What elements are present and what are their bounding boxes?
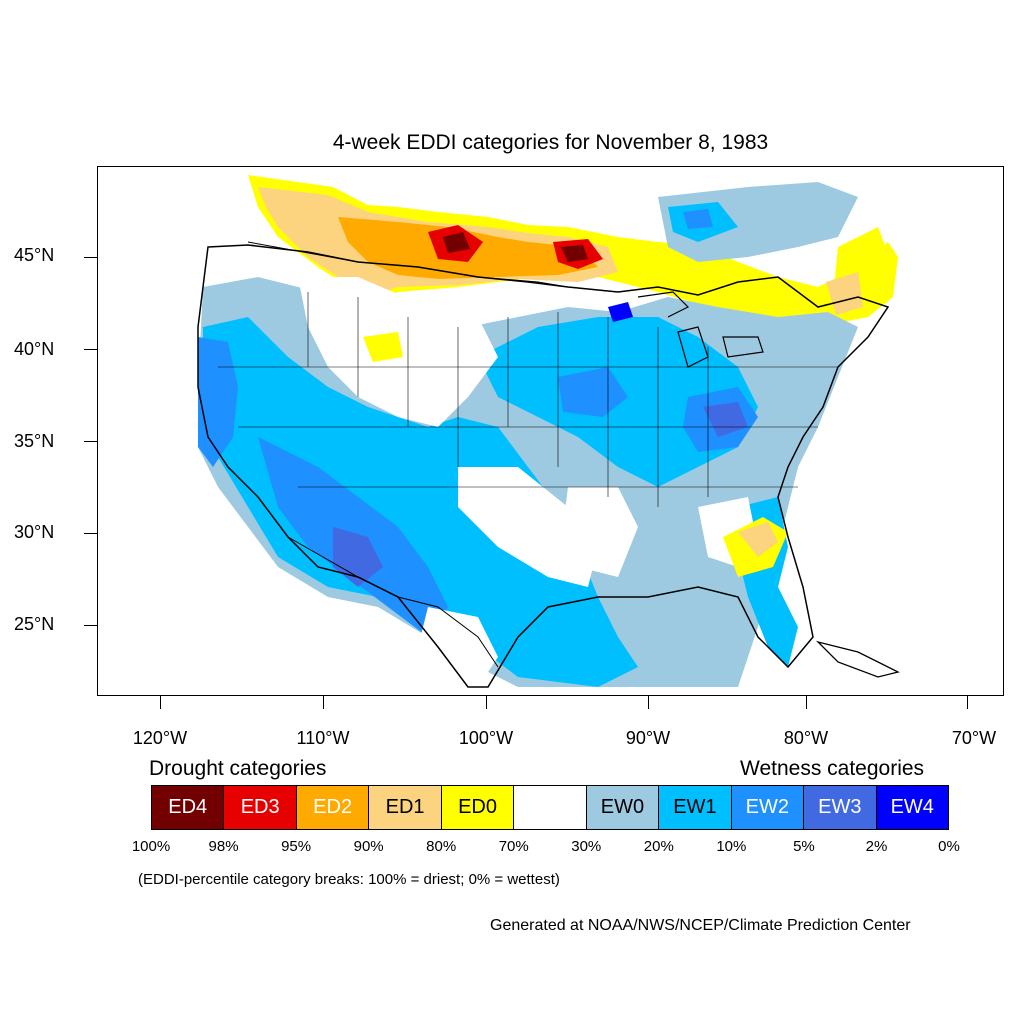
map-canvas <box>197 175 900 688</box>
percentile-break: 90% <box>353 838 384 855</box>
montana-ed0-region <box>363 332 403 362</box>
lon-tick-90 <box>648 696 649 709</box>
lon-tick-80 <box>806 696 807 709</box>
mexico-border <box>287 536 499 668</box>
lon-label-80: 80°W <box>783 728 829 748</box>
percentile-break: 20% <box>643 838 674 855</box>
canada-ed4-region-east <box>561 245 588 262</box>
percentile-break: 70% <box>498 838 529 855</box>
percentile-break: 2% <box>865 838 888 855</box>
lon-label-90: 90°W <box>625 728 671 748</box>
legend-cell-normal <box>514 786 587 829</box>
percentile-break: 80% <box>426 838 457 855</box>
percentile-break: 100% <box>131 838 171 855</box>
legend-cell-ew1: EW1 <box>659 786 732 829</box>
lon-tick-100 <box>486 696 487 709</box>
credit-line: Generated at NOAA/NWS/NCEP/Climate Predi… <box>490 917 911 934</box>
lon-tick-120 <box>160 696 161 709</box>
percentile-break: 0% <box>938 838 960 855</box>
lat-tick-25 <box>84 625 97 626</box>
quebec-ew0-region <box>658 182 858 262</box>
lat-tick-45 <box>84 257 97 258</box>
michigan-ew4-region <box>608 302 633 322</box>
lon-tick-110 <box>323 696 324 709</box>
lon-label-120: 120°W <box>132 728 188 748</box>
arizona-ew3-region <box>333 527 383 587</box>
lat-tick-40 <box>84 349 97 350</box>
legend-cell-ew3: EW3 <box>804 786 877 829</box>
carolina-ed1-region <box>738 522 778 557</box>
us-ew1-region <box>203 317 638 687</box>
ontario-ew2-region <box>683 209 713 229</box>
lat-label-45: 45°N <box>14 245 55 265</box>
lon-label-70: 70°W <box>951 728 997 748</box>
legend-cell-ed1: ED1 <box>369 786 442 829</box>
lon-tick-70 <box>967 696 968 709</box>
percentile-break: 10% <box>716 838 747 855</box>
category-note: (EDDI-percentile category breaks: 100% =… <box>138 871 560 888</box>
arkansas-normal-region <box>563 487 638 577</box>
percentile-break: 30% <box>571 838 602 855</box>
lat-label-30: 30°N <box>14 522 55 542</box>
northeast-ed1-region <box>826 272 863 315</box>
state-borders <box>218 292 838 507</box>
ohio-ew3-region <box>703 402 748 437</box>
legend-cell-ed2: ED2 <box>296 786 370 829</box>
lat-tick-35 <box>84 441 97 442</box>
lat-label-25: 25°N <box>14 614 55 634</box>
lat-label-35: 35°N <box>14 431 55 451</box>
wetness-heading: Wetness categories <box>740 757 925 780</box>
lon-label-110: 110°W <box>296 728 350 748</box>
legend-cell-ed4: ED4 <box>152 786 225 829</box>
lat-tick-30 <box>84 533 97 534</box>
percentile-break: 5% <box>793 838 815 855</box>
percentile-break: 98% <box>208 838 239 855</box>
texas-normal-region <box>418 607 498 687</box>
legend-cell-ed3: ED3 <box>224 786 297 829</box>
canada-ed4-region <box>443 232 470 253</box>
plains-normal-region <box>458 467 598 587</box>
canada-border <box>247 241 659 293</box>
legend-cell-ed0: ED0 <box>441 786 515 829</box>
map-title: 4-week EDDI categories for November 8, 1… <box>332 131 769 154</box>
eddi-map <box>97 166 1004 696</box>
legend-cell-ew4: EW4 <box>876 786 948 829</box>
legend-cell-ew2: EW2 <box>731 786 805 829</box>
lon-label-100: 100°W <box>458 728 514 748</box>
iowa-ew2-region <box>558 367 628 417</box>
drought-heading: Drought categories <box>149 757 327 780</box>
lat-label-40: 40°N <box>14 339 55 359</box>
percentile-break: 95% <box>281 838 312 855</box>
cuba-outline <box>815 640 900 678</box>
legend-colorbar: ED4 ED3 ED2 ED1 ED0 EW0 EW1 EW2 EW3 EW4 <box>151 785 949 830</box>
legend-cell-ew0: EW0 <box>586 786 660 829</box>
